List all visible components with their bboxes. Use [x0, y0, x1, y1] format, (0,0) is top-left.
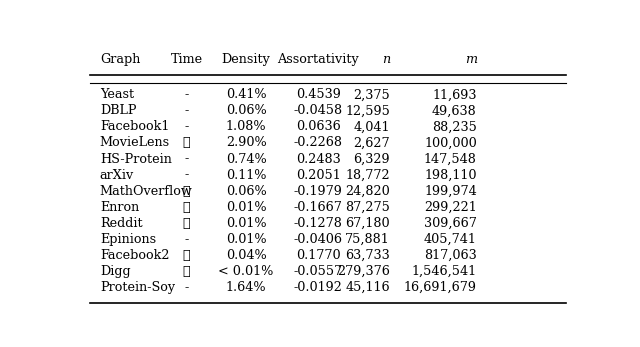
Text: 67,180: 67,180	[346, 217, 390, 230]
Text: ✓: ✓	[183, 136, 191, 150]
Text: 16,691,679: 16,691,679	[404, 281, 477, 294]
Text: -: -	[184, 153, 189, 166]
Text: 4,041: 4,041	[353, 120, 390, 134]
Text: 0.2051: 0.2051	[296, 169, 340, 181]
Text: -: -	[184, 104, 189, 117]
Text: 12,595: 12,595	[345, 104, 390, 117]
Text: m: m	[465, 53, 477, 66]
Text: Assortativity: Assortativity	[277, 53, 359, 66]
Text: ✓: ✓	[183, 185, 191, 197]
Text: 279,376: 279,376	[337, 265, 390, 278]
Text: ✓: ✓	[183, 249, 191, 262]
Text: 199,974: 199,974	[424, 185, 477, 197]
Text: 1,546,541: 1,546,541	[412, 265, 477, 278]
Text: -: -	[184, 88, 189, 101]
Text: 1.08%: 1.08%	[226, 120, 266, 134]
Text: 817,063: 817,063	[424, 249, 477, 262]
Text: 18,772: 18,772	[346, 169, 390, 181]
Text: MovieLens: MovieLens	[100, 136, 170, 150]
Text: -0.0557: -0.0557	[294, 265, 342, 278]
Text: HS-Protein: HS-Protein	[100, 153, 172, 166]
Text: -0.0406: -0.0406	[294, 233, 342, 246]
Text: ✓: ✓	[183, 265, 191, 278]
Text: 0.01%: 0.01%	[226, 233, 266, 246]
Text: 63,733: 63,733	[345, 249, 390, 262]
Text: Epinions: Epinions	[100, 233, 156, 246]
Text: n: n	[381, 53, 390, 66]
Text: 198,110: 198,110	[424, 169, 477, 181]
Text: 0.1770: 0.1770	[296, 249, 340, 262]
Text: 405,741: 405,741	[424, 233, 477, 246]
Text: Facebook2: Facebook2	[100, 249, 170, 262]
Text: 24,820: 24,820	[345, 185, 390, 197]
Text: Graph: Graph	[100, 53, 140, 66]
Text: 49,638: 49,638	[432, 104, 477, 117]
Text: -0.2268: -0.2268	[294, 136, 342, 150]
Text: -: -	[184, 120, 189, 134]
Text: 0.11%: 0.11%	[226, 169, 266, 181]
Text: 88,235: 88,235	[432, 120, 477, 134]
Text: 6,329: 6,329	[353, 153, 390, 166]
Text: 0.0636: 0.0636	[296, 120, 340, 134]
Text: -0.1979: -0.1979	[294, 185, 342, 197]
Text: Reddit: Reddit	[100, 217, 143, 230]
Text: Facebook1: Facebook1	[100, 120, 169, 134]
Text: 0.41%: 0.41%	[226, 88, 266, 101]
Text: 2,627: 2,627	[353, 136, 390, 150]
Text: Enron: Enron	[100, 201, 139, 214]
Text: 0.74%: 0.74%	[226, 153, 266, 166]
Text: -0.0458: -0.0458	[294, 104, 342, 117]
Text: 299,221: 299,221	[424, 201, 477, 214]
Text: DBLP: DBLP	[100, 104, 136, 117]
Text: Protein-Soy: Protein-Soy	[100, 281, 175, 294]
Text: Digg: Digg	[100, 265, 131, 278]
Text: 75,881: 75,881	[345, 233, 390, 246]
Text: 0.2483: 0.2483	[296, 153, 340, 166]
Text: 0.01%: 0.01%	[226, 217, 266, 230]
Text: -0.1667: -0.1667	[294, 201, 342, 214]
Text: 0.4539: 0.4539	[296, 88, 340, 101]
Text: -: -	[184, 233, 189, 246]
Text: 0.01%: 0.01%	[226, 201, 266, 214]
Text: < 0.01%: < 0.01%	[218, 265, 274, 278]
Text: Density: Density	[221, 53, 271, 66]
Text: 2,375: 2,375	[353, 88, 390, 101]
Text: Yeast: Yeast	[100, 88, 134, 101]
Text: -0.1278: -0.1278	[294, 217, 342, 230]
Text: -0.0192: -0.0192	[294, 281, 342, 294]
Text: 1.64%: 1.64%	[226, 281, 266, 294]
Text: arXiv: arXiv	[100, 169, 134, 181]
Text: ✓: ✓	[183, 217, 191, 230]
Text: 147,548: 147,548	[424, 153, 477, 166]
Text: MathOverflow: MathOverflow	[100, 185, 193, 197]
Text: 0.04%: 0.04%	[226, 249, 266, 262]
Text: 309,667: 309,667	[424, 217, 477, 230]
Text: 2.90%: 2.90%	[226, 136, 266, 150]
Text: 100,000: 100,000	[424, 136, 477, 150]
Text: -: -	[184, 169, 189, 181]
Text: 11,693: 11,693	[432, 88, 477, 101]
Text: 0.06%: 0.06%	[226, 104, 266, 117]
Text: ✓: ✓	[183, 201, 191, 214]
Text: 0.06%: 0.06%	[226, 185, 266, 197]
Text: 87,275: 87,275	[345, 201, 390, 214]
Text: -: -	[184, 281, 189, 294]
Text: Time: Time	[171, 53, 203, 66]
Text: 45,116: 45,116	[346, 281, 390, 294]
